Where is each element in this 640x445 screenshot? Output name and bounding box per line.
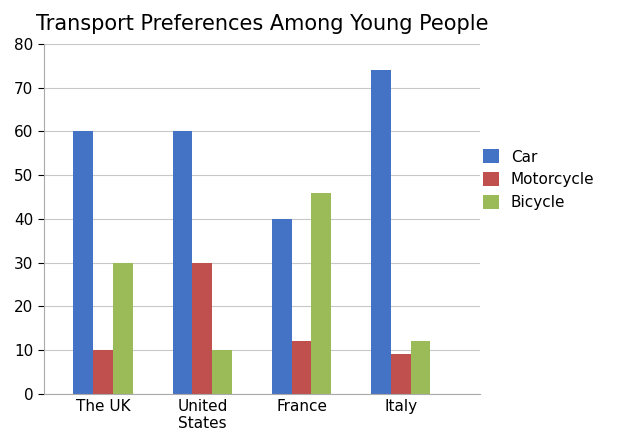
Bar [93,350,113,394]
Bar [212,350,232,394]
Bar [312,193,332,394]
Bar [371,70,391,394]
Bar [391,355,411,394]
Legend: Car, Motorcycle, Bicycle: Car, Motorcycle, Bicycle [483,150,595,210]
Title: Transport Preferences Among Young People: Transport Preferences Among Young People [36,14,488,34]
Bar [411,341,431,394]
Bar [173,131,193,394]
Bar [193,263,212,394]
Bar [74,131,93,394]
Bar [113,263,133,394]
Bar [292,341,312,394]
Bar [272,219,292,394]
